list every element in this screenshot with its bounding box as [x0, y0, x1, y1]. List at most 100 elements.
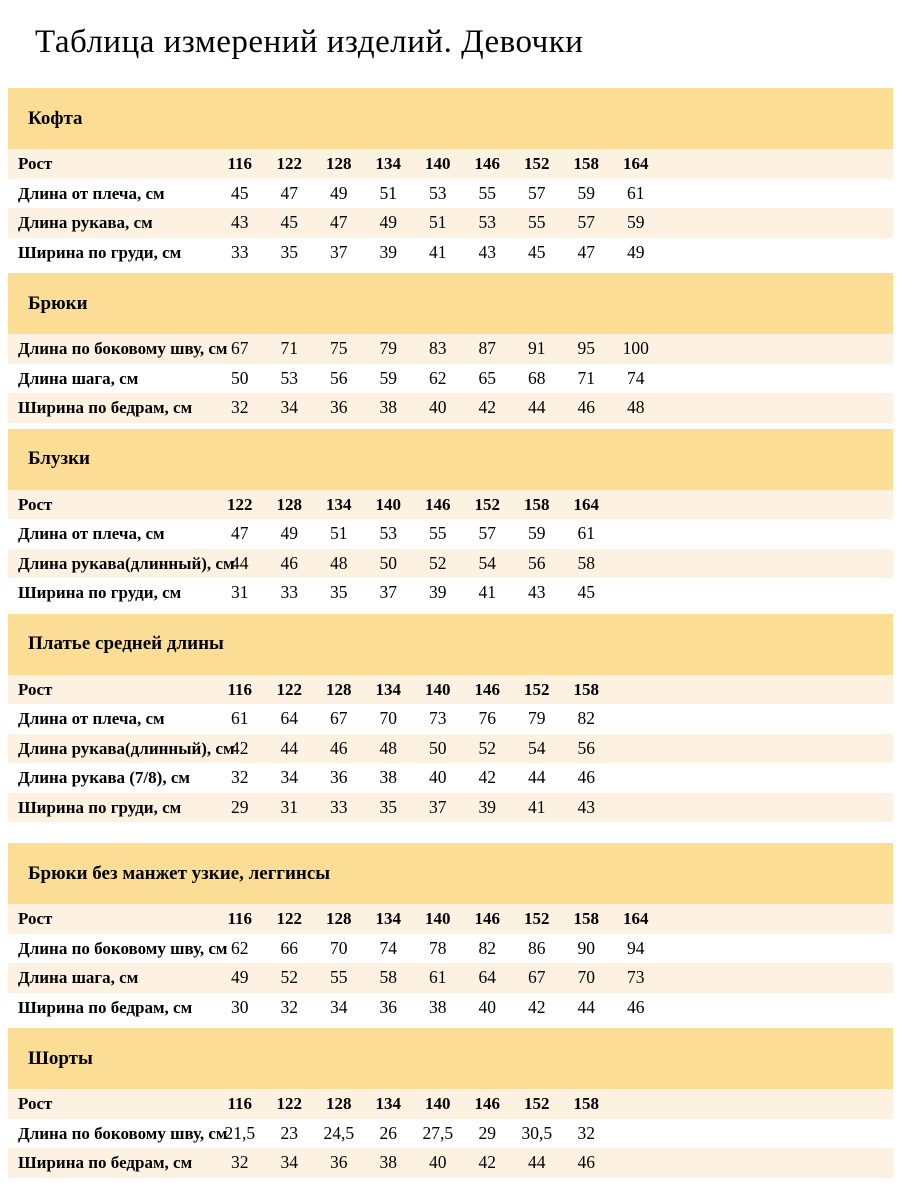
- measurement-row: Длина рукава (7/8), см 32 34 36 38 40 42 44 46: [8, 763, 893, 793]
- value-cell: 44: [231, 552, 249, 573]
- value-cell: 46: [627, 996, 645, 1017]
- value-cell: 58: [577, 552, 596, 573]
- height-cell: 146: [425, 494, 451, 514]
- value-cell: 43: [577, 796, 596, 817]
- value-cell: 100: [622, 338, 649, 358]
- value-cell: 49: [280, 523, 299, 543]
- value-cell: [611, 519, 661, 549]
- section-title-bar: Брюки: [8, 273, 893, 334]
- measurement-row: Длина рукава(длинный), см 44 46 48 50 52 54 56 5…: [8, 548, 893, 578]
- value-cell: 66: [280, 937, 299, 958]
- value-cell: 38: [379, 1152, 398, 1172]
- value-cell: 90: [577, 937, 596, 958]
- value-cell: 42: [478, 397, 497, 417]
- value-cell: 61: [627, 182, 645, 203]
- height-cell: [611, 490, 661, 520]
- value-cell: 31: [280, 796, 299, 817]
- value-cell: 55: [429, 523, 447, 543]
- section-title: Брюки без манжет узкие, леггинсы: [28, 862, 331, 884]
- value-cell: 75: [330, 338, 348, 358]
- height-cell: 146: [474, 679, 501, 699]
- value-cell: 48: [379, 737, 398, 758]
- row-label: Ширина по груди, см: [18, 797, 182, 817]
- row-label: Длина по боковому шву, см: [18, 339, 228, 358]
- row-label: Длина от плеча, см: [18, 183, 165, 203]
- measurement-row: Длина от плеча, см 61 64 67 70 73 76 79 82: [8, 704, 893, 734]
- value-cell: 42: [478, 767, 497, 787]
- height-cell: 128: [326, 909, 352, 928]
- value-cell: 29: [231, 796, 249, 817]
- height-cell: 152: [524, 154, 550, 173]
- value-cell: 45: [577, 582, 596, 602]
- value-cell: 59: [379, 367, 398, 388]
- value-cell: 50: [231, 367, 249, 388]
- value-cell: 79: [379, 338, 398, 358]
- value-cell: 32: [280, 996, 299, 1017]
- height-cell: 122: [276, 154, 303, 173]
- height-cell: 116: [227, 1094, 253, 1113]
- row-label: Длина шага, см: [18, 368, 139, 388]
- value-cell: [611, 763, 661, 793]
- value-cell: 49: [627, 241, 645, 262]
- value-cell: 52: [429, 552, 447, 573]
- value-cell: 53: [379, 523, 398, 543]
- value-cell: 82: [577, 708, 596, 728]
- section-title-bar: Шорты: [8, 1028, 893, 1089]
- value-cell: 49: [231, 967, 249, 987]
- value-cell: 47: [330, 212, 348, 232]
- value-cell: 62: [429, 367, 447, 388]
- section-title-bar: Кофта: [8, 88, 893, 149]
- section-title: Брюки: [28, 292, 88, 314]
- value-cell: 32: [577, 1122, 596, 1143]
- height-cell: 134: [375, 154, 402, 173]
- value-cell: 71: [577, 367, 596, 388]
- height-cell: 128: [326, 1094, 352, 1113]
- value-cell: 67: [330, 708, 348, 728]
- row-label: Рост: [18, 909, 53, 928]
- height-header-row: Рост 116 122 128 134 140 146 152 158 164: [8, 904, 893, 934]
- height-cell: 116: [227, 154, 253, 173]
- value-cell: 35: [379, 796, 398, 817]
- height-cell: 158: [524, 494, 550, 514]
- value-cell: 47: [231, 523, 249, 543]
- value-cell: 52: [280, 967, 299, 987]
- value-cell: 58: [379, 967, 398, 987]
- value-cell: 59: [577, 182, 596, 203]
- value-cell: [611, 793, 661, 823]
- value-cell: 67: [528, 967, 546, 987]
- measurement-row: Длина от плеча, см 47 49 51 53 55 57 59 61: [8, 519, 893, 549]
- value-cell: 34: [280, 397, 299, 417]
- value-cell: 45: [528, 241, 546, 262]
- row-label: Ширина по бедрам, см: [18, 398, 193, 417]
- section-6: Шорты Рост 116 122 128 134 140 146 152 158 Длина п…: [8, 1028, 893, 1178]
- value-cell: 86: [528, 937, 546, 958]
- value-cell: 33: [330, 796, 348, 817]
- value-cell: 24,5: [323, 1122, 355, 1143]
- measurement-row: Ширина по груди, см 31 33 35 37 39 41 43 45: [8, 578, 893, 608]
- value-cell: 53: [429, 182, 447, 203]
- value-cell: 95: [577, 338, 596, 358]
- row-label: Длина по боковому шву, см: [18, 1123, 228, 1143]
- value-cell: 64: [280, 708, 299, 728]
- value-cell: 61: [429, 967, 447, 987]
- value-cell: 40: [429, 397, 447, 417]
- height-cell: 164: [573, 494, 600, 514]
- value-cell: 52: [478, 737, 497, 758]
- height-cell: 158: [573, 909, 600, 928]
- value-cell: 29: [478, 1122, 497, 1143]
- value-cell: 40: [429, 767, 447, 787]
- value-cell: 68: [528, 367, 546, 388]
- measurement-row: Ширина по бедрам, см 32 34 36 38 40 42 44 46 48: [8, 393, 893, 423]
- value-cell: 48: [330, 552, 348, 573]
- height-cell: 140: [425, 1094, 451, 1113]
- value-cell: 31: [231, 582, 249, 602]
- value-cell: 65: [478, 367, 497, 388]
- value-cell: 48: [627, 397, 645, 417]
- value-cell: 36: [379, 996, 398, 1017]
- value-cell: 55: [330, 967, 348, 987]
- value-cell: 46: [330, 737, 348, 758]
- height-cell: 152: [524, 679, 550, 699]
- height-cell: 146: [474, 154, 501, 173]
- value-cell: 45: [280, 212, 299, 232]
- value-cell: 55: [478, 182, 497, 203]
